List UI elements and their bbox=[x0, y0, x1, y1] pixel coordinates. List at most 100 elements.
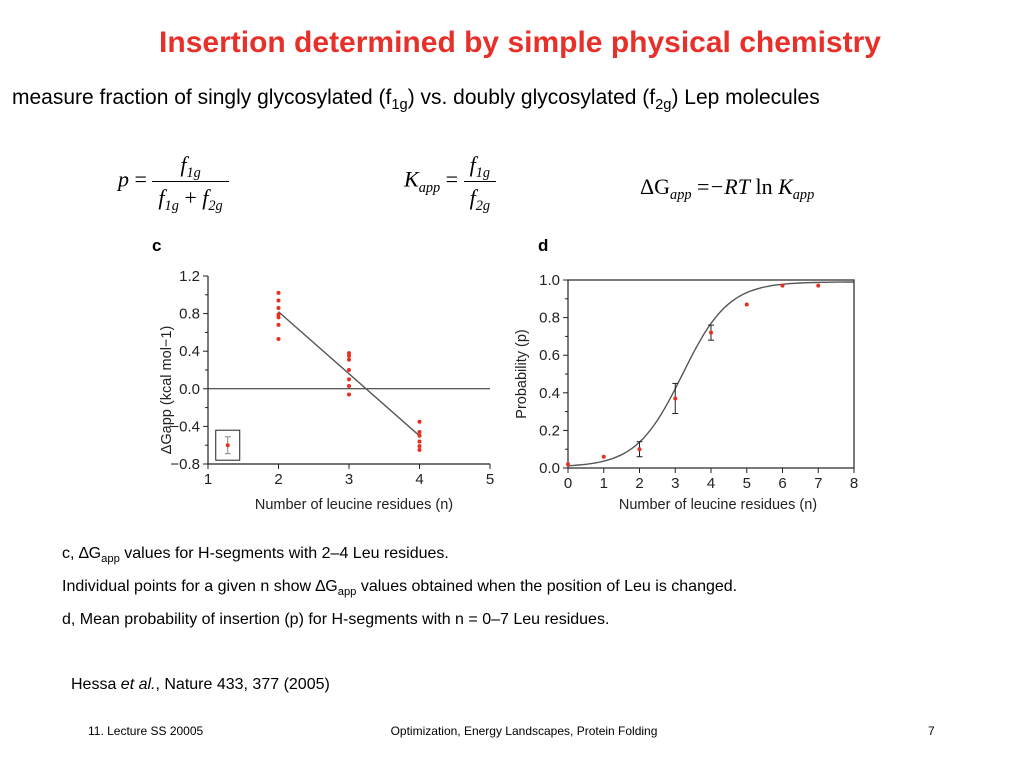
caption-line-1: c, ∆Gapp values for H-segments with 2–4 … bbox=[62, 545, 449, 566]
d-y-tick-label: 0.2 bbox=[539, 422, 560, 439]
d-data-point bbox=[780, 283, 785, 288]
c-data-point bbox=[417, 433, 422, 438]
c-data-point bbox=[417, 444, 422, 449]
chart-d-y-axis-label: Probability (p) bbox=[514, 329, 530, 418]
c-y-tick-label: −0.8 bbox=[170, 456, 200, 473]
d-x-tick-label: 8 bbox=[850, 475, 858, 492]
subtitle-text-3: ) Lep molecules bbox=[671, 86, 820, 109]
subtitle-sub-2g: 2g bbox=[655, 97, 672, 114]
c-data-point bbox=[347, 368, 351, 372]
c-data-point bbox=[276, 312, 281, 317]
d-y-tick-label: 0.0 bbox=[539, 460, 560, 477]
d-x-tick-label: 5 bbox=[743, 475, 751, 492]
d-data-point bbox=[709, 330, 713, 335]
c-error-legend-point bbox=[225, 443, 230, 448]
c-x-tick-label: 5 bbox=[486, 471, 494, 488]
eq-p-symbol: p bbox=[118, 166, 129, 192]
d-y-tick-label: 1.0 bbox=[539, 272, 560, 289]
d-y-tick-label: 0.8 bbox=[539, 310, 560, 327]
footer-center: Optimization, Energy Landscapes, Protein… bbox=[390, 724, 658, 738]
chart-c-x-axis-label: Number of leucine residues (n) bbox=[255, 497, 453, 513]
d-x-tick-label: 2 bbox=[635, 475, 643, 492]
c-data-point bbox=[347, 392, 351, 397]
c-x-tick-label: 2 bbox=[274, 471, 282, 488]
eq-k-numerator: f1g bbox=[469, 152, 490, 181]
equation-probability: p = f1g f1g + f2g bbox=[118, 152, 229, 214]
caption-line-3: d, Mean probability of insertion (p) for… bbox=[62, 611, 610, 629]
chart-d-tick-labels: 0 1 2 3 4 5 6 7 8 1.0 0.8 0.6 0.4 0.2 0.0 bbox=[539, 272, 858, 492]
c-y-tick-label: 0.0 bbox=[179, 381, 200, 398]
eq-equals: = bbox=[697, 174, 710, 199]
c-data-point bbox=[347, 353, 351, 358]
panel-label-c: c bbox=[152, 236, 161, 255]
eq-rt: −RT bbox=[709, 174, 750, 199]
c-y-tick-label: 0.4 bbox=[179, 343, 200, 360]
d-data-point bbox=[744, 302, 749, 307]
d-data-point bbox=[816, 283, 821, 288]
c-data-point bbox=[417, 430, 422, 435]
eq-k: K bbox=[778, 174, 793, 199]
c-data-point bbox=[276, 315, 281, 320]
d-fit-curve bbox=[567, 281, 854, 467]
d-plot-frame bbox=[567, 279, 855, 469]
c-data-point bbox=[347, 351, 351, 356]
c-data-point bbox=[347, 357, 351, 362]
c-x-tick-label: 4 bbox=[415, 471, 423, 488]
d-y-tick-label: 0.4 bbox=[539, 385, 560, 402]
figure-caption: c, ∆Gapp values for H-segments with 2–4 … bbox=[62, 540, 737, 633]
equation-dgapp: ΔGapp =−RT ln Kapp bbox=[640, 174, 815, 203]
eq-k-fraction: f1g f2g bbox=[463, 152, 496, 214]
citation: Hessa et al., Nature 433, 377 (2005) bbox=[71, 676, 330, 693]
c-data-point bbox=[276, 298, 281, 303]
eq-ln: ln bbox=[755, 174, 773, 199]
chart-c-tick-labels: 1 2 3 4 5 1.2 0.8 0.4 0.0 −0.4 −0.8 bbox=[170, 268, 494, 488]
subtitle-text-1: measure fraction of singly glycosylated … bbox=[12, 86, 392, 109]
c-y-tick-label: 0.8 bbox=[179, 306, 200, 323]
eq-p-denominator: f1g + f2g bbox=[152, 181, 229, 214]
d-data-point bbox=[566, 462, 570, 467]
slide-title: Insertion determined by simple physical … bbox=[159, 26, 881, 59]
d-x-tick-label: 1 bbox=[600, 475, 608, 492]
d-x-tick-label: 0 bbox=[564, 475, 572, 492]
caption-line-2: Individual points for a given n show ∆Ga… bbox=[62, 578, 738, 599]
chart-d-axes bbox=[563, 279, 855, 473]
eq-dg-symbol: ΔGapp bbox=[640, 174, 692, 203]
panel-label-d: d bbox=[538, 236, 548, 255]
c-data-point bbox=[347, 377, 351, 382]
c-data-point bbox=[347, 383, 351, 388]
eq-equals: = bbox=[134, 166, 147, 192]
subtitle-text-2: ) vs. doubly glycosylated (f bbox=[407, 86, 656, 109]
c-fit-line bbox=[278, 311, 420, 437]
chart-c-marks bbox=[215, 290, 422, 461]
c-data-point bbox=[276, 305, 281, 310]
d-x-tick-label: 7 bbox=[814, 475, 822, 492]
eq-p-fraction: f1g f1g + f2g bbox=[152, 152, 229, 214]
eq-equals: = bbox=[445, 166, 459, 192]
d-x-tick-label: 3 bbox=[671, 475, 679, 492]
chart-d-x-axis-label: Number of leucine residues (n) bbox=[619, 497, 817, 513]
d-x-tick-label: 6 bbox=[778, 475, 786, 492]
d-data-point bbox=[637, 447, 642, 452]
eq-p-numerator: f1g bbox=[180, 152, 201, 181]
eq-k-symbol: K bbox=[404, 166, 419, 192]
chart-c-dgapp: c 1 2 3 4 5 1.2 0.8 0.4 0.0 −0.4 −0.8 Number of le… bbox=[152, 236, 494, 513]
footer-left: 11. Lecture SS 20005 bbox=[88, 724, 204, 738]
d-data-point bbox=[673, 396, 678, 401]
c-data-point bbox=[276, 322, 281, 327]
d-y-tick-label: 0.6 bbox=[539, 347, 560, 364]
c-error-legend-box bbox=[215, 429, 241, 461]
c-y-tick-label: −0.4 bbox=[170, 418, 200, 435]
chart-d-marks bbox=[566, 281, 854, 467]
chart-c-axes bbox=[203, 275, 491, 469]
c-y-tick-label: 1.2 bbox=[179, 268, 200, 285]
footer-page-number: 7 bbox=[928, 724, 935, 738]
d-data-point bbox=[601, 454, 606, 459]
c-x-tick-label: 1 bbox=[204, 471, 212, 488]
c-data-point bbox=[417, 439, 422, 444]
d-x-tick-label: 4 bbox=[707, 475, 715, 492]
equation-kapp: Kapp = f1g f2g bbox=[404, 152, 496, 214]
c-data-point bbox=[276, 336, 281, 341]
c-data-point bbox=[417, 419, 422, 424]
c-data-point bbox=[276, 290, 281, 295]
subtitle-sub-1g: 1g bbox=[391, 97, 408, 114]
